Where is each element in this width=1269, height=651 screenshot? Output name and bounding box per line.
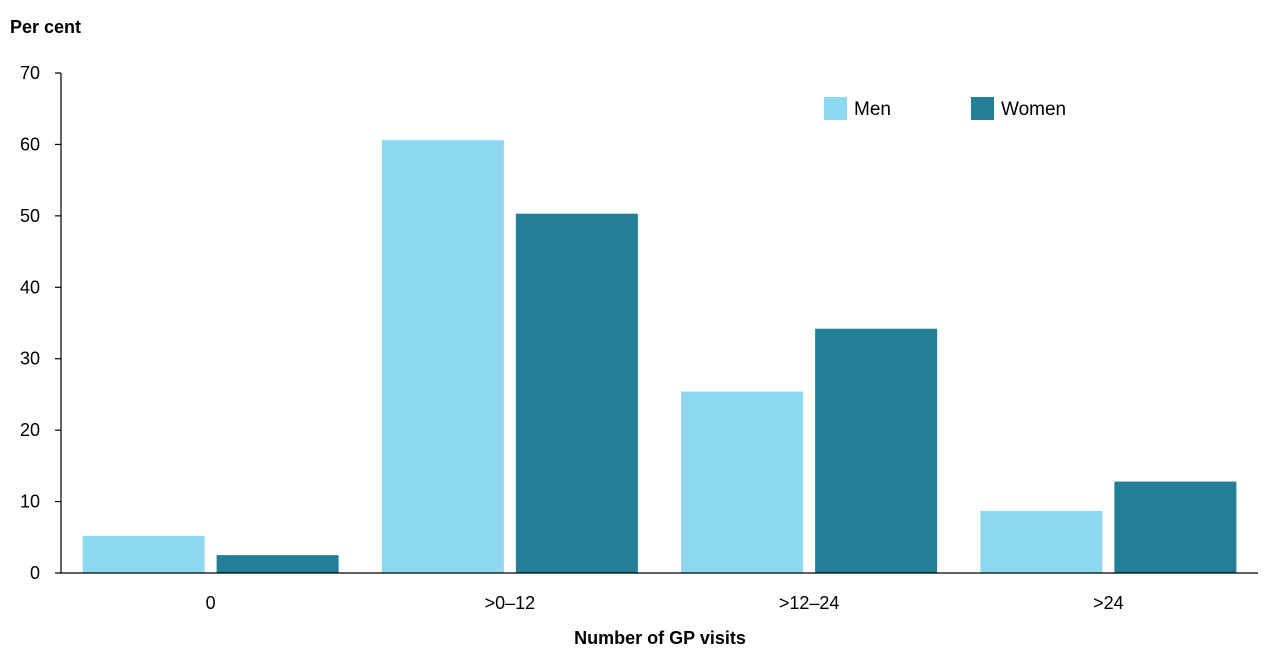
y-axis: 0 10 20 30 40 50 60 70 [20, 63, 62, 583]
y-tick-label: 70 [20, 63, 40, 83]
y-tick-label: 20 [20, 420, 40, 440]
x-axis: 0 >0–12 >12–24 >24 [61, 572, 1258, 613]
y-axis-title: Per cent [10, 17, 81, 37]
bar-men-1 [381, 140, 504, 573]
y-tick-label: 10 [20, 492, 40, 512]
legend: Men Women [824, 97, 1066, 120]
bar-women-3 [1114, 481, 1237, 573]
bar-men-2 [681, 391, 804, 573]
y-tick-label: 0 [30, 563, 40, 583]
bar-women-1 [515, 213, 638, 573]
y-tick-label: 50 [20, 206, 40, 226]
bar-men-3 [980, 510, 1103, 573]
y-tick-label: 40 [20, 277, 40, 297]
bar-women-2 [815, 328, 938, 573]
bar-men-0 [82, 535, 205, 573]
legend-label-women: Women [1001, 99, 1066, 120]
legend-swatch-men [824, 97, 847, 120]
x-axis-title: Number of GP visits [574, 628, 746, 648]
y-tick-label: 60 [20, 134, 40, 154]
y-tick-label: 30 [20, 349, 40, 369]
legend-label-men: Men [854, 99, 891, 120]
legend-swatch-women [971, 97, 994, 120]
x-tick-label: >12–24 [779, 593, 840, 613]
bars-group [82, 140, 1237, 573]
x-tick-label: >24 [1093, 593, 1124, 613]
x-tick-label: >0–12 [485, 593, 536, 613]
bar-women-0 [216, 555, 339, 573]
x-tick-label: 0 [206, 593, 216, 613]
